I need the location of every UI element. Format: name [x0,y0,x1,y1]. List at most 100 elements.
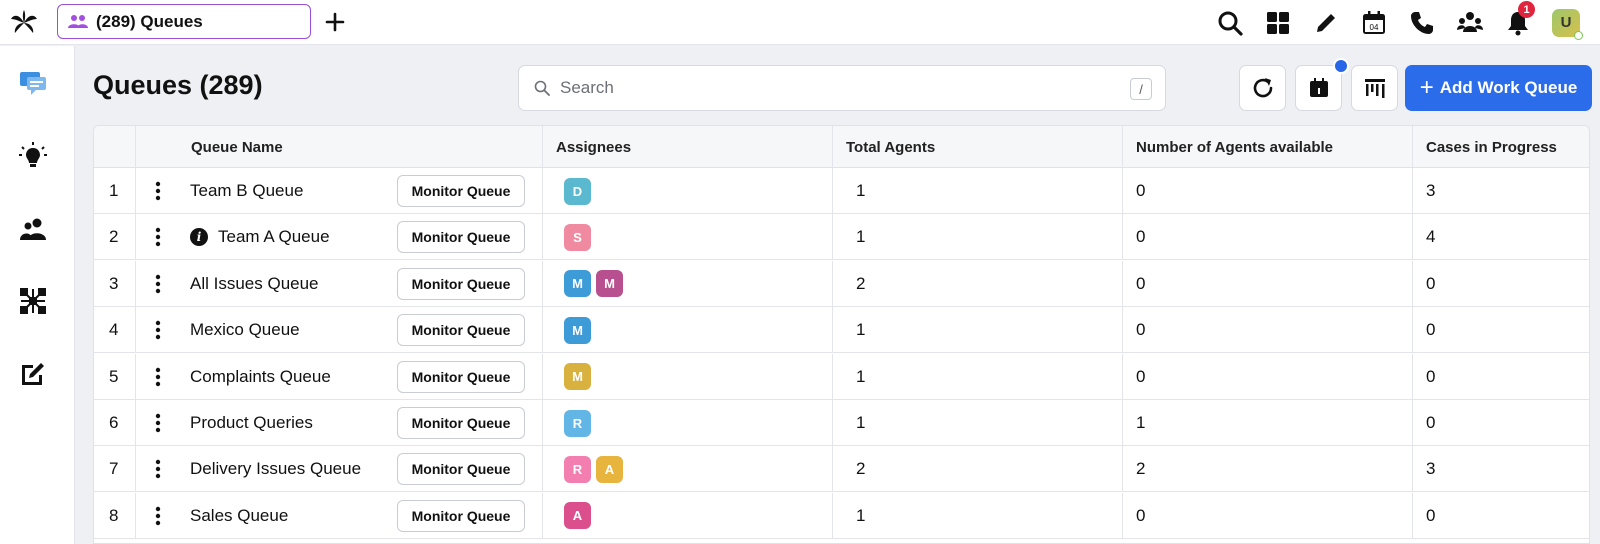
queue-name[interactable]: Product Queries [190,413,313,432]
avatar[interactable]: U [1552,8,1583,40]
grid-icon [1267,11,1289,34]
monitor-queue-button[interactable]: Monitor Queue [397,499,525,532]
row-index: 5 [109,366,119,386]
queues-table: Queue Name Assignees Total Agents Number… [93,125,1590,544]
assignee-avatar[interactable]: M [564,316,591,344]
community-button[interactable] [1446,0,1494,45]
table-row[interactable]: 6 Product Queries Monitor Queue R 1 1 0 [94,400,1589,446]
assignee-avatar[interactable]: M [596,270,623,298]
more-vertical-icon [155,274,161,293]
queue-name-cell: Mexico Queue [190,307,300,353]
monitor-queue-button[interactable]: Monitor Queue [397,267,525,300]
sidebar-item-teams[interactable] [18,214,48,244]
column-header-cases-in-progress[interactable]: Cases in Progress [1426,138,1557,156]
assignee-avatar[interactable]: S [564,223,591,251]
column-header-queue-name[interactable]: Queue Name [191,138,283,156]
monitor-queue-button[interactable]: Monitor Queue [397,221,525,254]
table-row[interactable]: 8 Sales Queue Monitor Queue A 1 0 0 [94,492,1589,539]
agents-available-cell: 0 [1136,505,1146,525]
table-row[interactable]: 2 i Team A Queue Monitor Queue S 1 0 4 [94,214,1589,261]
search-input[interactable] [560,78,1120,98]
calendar-button[interactable]: 04 [1350,0,1398,45]
monitor-queue-button[interactable]: Monitor Queue [397,314,525,347]
queue-name[interactable]: Sales Queue [190,505,289,525]
tab-queues[interactable]: (289) Queues [57,4,311,39]
table-row[interactable]: 1 Team B Queue Monitor Queue D 1 0 3 [94,168,1589,214]
column-header-agents-available[interactable]: Number of Agents available [1136,138,1333,156]
plus-icon: + [1419,74,1434,101]
phone-icon [1411,11,1433,34]
row-actions-button[interactable] [148,354,168,400]
row-index: 8 [109,505,119,525]
assignees-cell: S [564,214,596,260]
queue-name[interactable]: Team A Queue [218,227,330,247]
assignees-cell: R [564,400,596,446]
cases-in-progress-cell: 4 [1426,227,1436,247]
row-actions-button[interactable] [148,168,168,214]
search-icon [1218,11,1243,36]
agents-available-cell: 0 [1136,227,1146,247]
assignees-cell: M [564,307,596,353]
brand-logo-icon[interactable] [9,9,39,35]
queue-name[interactable]: Complaints Queue [190,366,331,386]
row-actions-button[interactable] [148,493,168,539]
agents-available-cell: 0 [1136,273,1146,293]
monitor-queue-button[interactable]: Monitor Queue [397,360,525,393]
assignee-avatar[interactable]: D [564,177,591,205]
row-actions-button[interactable] [148,214,168,260]
notifications-button[interactable]: 1 [1494,0,1542,45]
assignee-avatar[interactable]: M [564,270,591,298]
queue-name[interactable]: Delivery Issues Queue [190,459,362,479]
total-agents-cell: 1 [856,227,866,247]
column-header-assignees[interactable]: Assignees [556,138,632,156]
table-row[interactable]: 5 Complaints Queue Monitor Queue M 1 0 0 [94,353,1589,400]
queue-name-cell: Product Queries [190,400,313,446]
monitor-queue-button[interactable]: Monitor Queue [397,453,525,486]
date-filter-button[interactable] [1295,58,1349,111]
community-icon [1457,11,1483,32]
monitor-queue-button[interactable]: Monitor Queue [397,407,525,439]
more-vertical-icon [155,367,161,386]
refresh-button[interactable] [1239,65,1286,111]
assignee-avatar[interactable]: M [564,363,591,391]
network-icon [20,288,46,314]
row-actions-button[interactable] [148,307,168,353]
search-button[interactable] [1206,0,1254,45]
assignee-avatar[interactable]: A [596,455,623,483]
sidebar-item-conversations[interactable] [18,68,48,98]
cases-in-progress-cell: 0 [1426,505,1436,525]
table-row[interactable]: 3 All Issues Queue Monitor Queue M M 2 0 0 [94,260,1589,307]
add-tab-icon[interactable] [323,10,347,34]
sidebar-item-notes[interactable] [18,359,48,389]
compose-button[interactable] [1302,0,1350,45]
queue-name[interactable]: All Issues Queue [190,273,319,293]
user-menu[interactable]: U [1542,0,1590,45]
queue-name[interactable]: Team B Queue [190,181,304,200]
info-icon[interactable]: i [190,228,208,247]
row-actions-button[interactable] [148,446,168,492]
sidebar-item-routing[interactable] [18,286,48,316]
columns-button[interactable] [1351,65,1398,111]
assignee-avatar[interactable]: A [564,502,591,530]
row-actions-button[interactable] [148,261,168,307]
table-row[interactable]: 4 Mexico Queue Monitor Queue M 1 0 0 [94,307,1589,354]
column-header-total-agents[interactable]: Total Agents [846,138,936,156]
calendar-day: 04 [1370,23,1379,32]
apps-button[interactable] [1254,0,1302,45]
queue-name[interactable]: Mexico Queue [190,320,300,340]
total-agents-cell: 1 [856,505,866,525]
assignee-avatar[interactable]: R [564,455,591,483]
monitor-queue-button[interactable]: Monitor Queue [397,175,525,207]
total-agents-cell: 2 [856,273,866,293]
table-row[interactable]: 7 Delivery Issues Queue Monitor Queue R A 2 2 3 [94,446,1589,493]
sidebar-item-insights[interactable] [18,141,48,171]
assignee-avatar[interactable]: R [564,409,591,437]
cases-in-progress-cell: 3 [1426,459,1436,479]
users-icon [20,218,46,240]
row-actions-button[interactable] [148,400,168,446]
row-index: 7 [109,459,119,479]
add-work-queue-button[interactable]: + Add Work Queue [1405,65,1592,111]
filter-active-indicator [1333,58,1349,74]
phone-button[interactable] [1398,0,1446,45]
